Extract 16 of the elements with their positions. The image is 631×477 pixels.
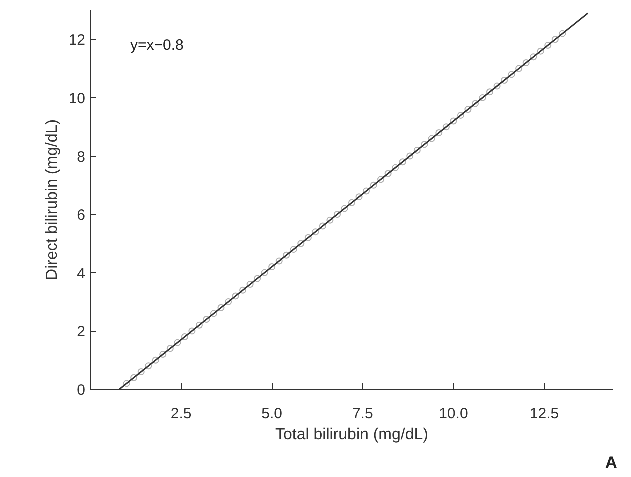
y-tick-label: 8 xyxy=(77,148,86,166)
x-tick-label: 7.5 xyxy=(352,406,374,422)
y-tick-label: 6 xyxy=(77,207,86,224)
y-tick-label: 12 xyxy=(68,32,86,50)
x-tick-label: 10.0 xyxy=(439,406,468,422)
annotation: y=x−0.8 xyxy=(130,36,184,54)
x-tick-label: 12.5 xyxy=(530,406,560,422)
y-tick-label: 2 xyxy=(77,324,86,341)
x-tick-label: 2.5 xyxy=(170,406,192,422)
text: A xyxy=(605,454,618,472)
x-tick-label: 5.0 xyxy=(262,406,283,422)
x-axis-title: Total bilirubin (mg/dL) xyxy=(276,426,428,444)
y-tick-label: 0 xyxy=(77,382,86,399)
y-axis-title: Direct bilirubin (mg/dL) xyxy=(44,120,61,280)
y-tick-label: 10 xyxy=(68,90,86,108)
y-tick-label: 4 xyxy=(77,265,86,282)
